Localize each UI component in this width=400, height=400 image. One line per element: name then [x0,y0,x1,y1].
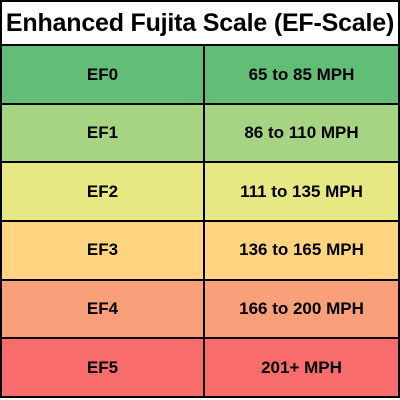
wind-speed-cell: 111 to 135 MPH [203,161,400,223]
table-row-ef3: EF3 136 to 165 MPH [0,220,400,281]
table-row-ef5: EF5 201+ MPH [0,337,400,398]
rating-cell: EF0 [0,44,205,105]
table-row-ef4: EF4 166 to 200 MPH [0,278,400,340]
wind-speed-cell: 86 to 110 MPH [203,102,400,164]
wind-speed-cell: 201+ MPH [203,337,400,398]
rating-cell: EF5 [0,337,205,398]
rating-cell: EF1 [0,102,205,164]
rating-cell: EF2 [0,161,205,223]
title-row: Enhanced Fujita Scale (EF-Scale) [0,0,400,47]
rating-cell: EF3 [0,220,205,281]
table-row-ef0: EF0 65 to 85 MPH [0,44,400,105]
table-title: Enhanced Fujita Scale (EF-Scale) [0,0,400,47]
rating-cell: EF4 [0,278,205,340]
table-row-ef1: EF1 86 to 110 MPH [0,102,400,164]
wind-speed-cell: 166 to 200 MPH [203,278,400,340]
table-row-ef2: EF2 111 to 135 MPH [0,161,400,223]
wind-speed-cell: 136 to 165 MPH [203,220,400,281]
wind-speed-cell: 65 to 85 MPH [203,44,400,105]
